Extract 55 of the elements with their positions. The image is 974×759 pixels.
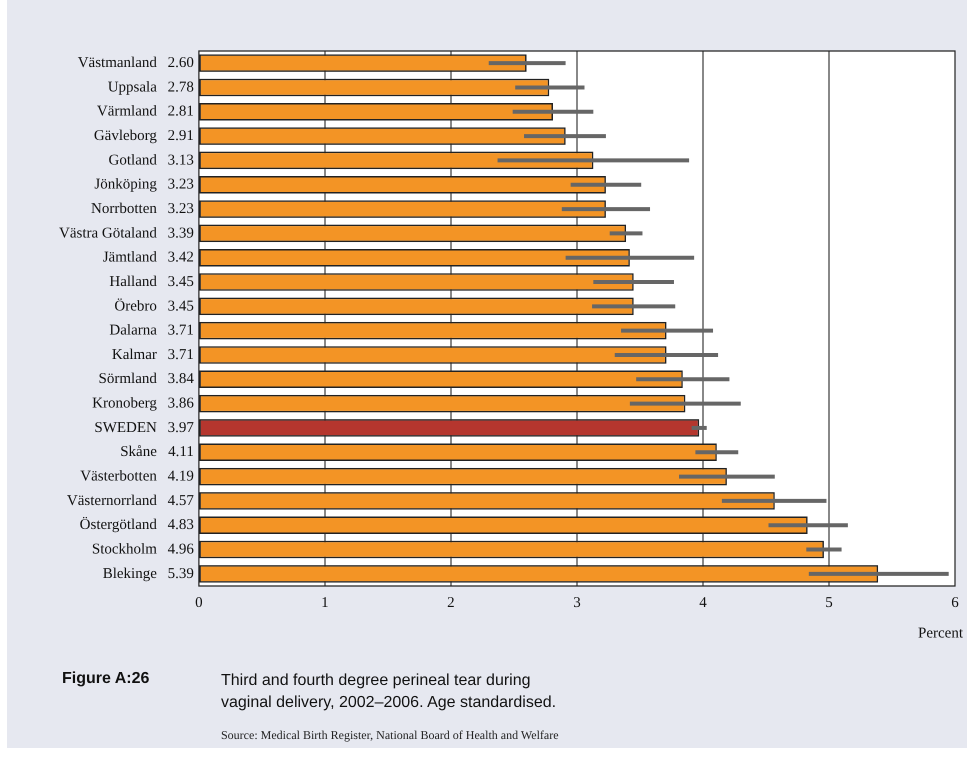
x-tick-label: 2 bbox=[447, 594, 455, 611]
x-tick-label: 0 bbox=[195, 594, 203, 611]
y-tick-label: SWEDEN bbox=[94, 420, 158, 436]
data-label: 4.57 bbox=[168, 492, 194, 509]
data-label: 4.96 bbox=[168, 541, 194, 558]
y-tick-label: Jönköping bbox=[94, 176, 158, 193]
x-tick-label: 1 bbox=[321, 594, 329, 611]
data-label: 4.19 bbox=[168, 468, 194, 485]
y-tick-label: Uppsala bbox=[108, 79, 158, 96]
y-tick-label: Värmland bbox=[96, 104, 158, 120]
data-label: 2.60 bbox=[168, 55, 194, 72]
y-tick-label: Västra Götaland bbox=[58, 225, 158, 242]
y-tick-label: Blekinge bbox=[102, 566, 158, 582]
y-tick-label: Skåne bbox=[120, 444, 158, 460]
data-label: 3.71 bbox=[168, 322, 194, 339]
x-tick-label: 6 bbox=[951, 594, 960, 611]
x-tick-label: 3 bbox=[573, 594, 581, 611]
data-label: 5.39 bbox=[168, 566, 194, 582]
y-tick-label: Örebro bbox=[114, 297, 157, 314]
y-tick-label: Västerbotten bbox=[80, 468, 158, 485]
y-tick-label: Dalarna bbox=[109, 322, 158, 339]
data-label: 2.78 bbox=[168, 79, 194, 96]
data-label: 3.45 bbox=[168, 298, 194, 314]
y-tick-label: Kalmar bbox=[112, 346, 157, 363]
data-label: 3.71 bbox=[168, 346, 194, 363]
y-tick-label: Norrbotten bbox=[91, 201, 158, 218]
data-label: 3.39 bbox=[168, 225, 194, 242]
y-tick-label: Gotland bbox=[108, 152, 158, 168]
y-tick-label: Sörmland bbox=[98, 371, 158, 388]
text: Third and fourth degree perineal tear during vaginal delivery, 2002–2006. Age standardised. bbox=[221, 671, 558, 713]
data-label: 3.97 bbox=[168, 420, 194, 436]
data-label: 3.13 bbox=[168, 152, 194, 168]
y-tick-label: Gävleborg bbox=[94, 128, 158, 144]
y-tick-label: Kronoberg bbox=[92, 396, 158, 412]
data-label: 3.42 bbox=[168, 250, 194, 266]
text: Figure A:26 bbox=[62, 670, 150, 688]
data-label: 3.23 bbox=[168, 201, 194, 218]
data-label: 3.84 bbox=[168, 371, 194, 388]
y-tick-label: Västernorrland bbox=[66, 492, 158, 509]
data-label: 3.45 bbox=[168, 274, 194, 290]
data-label: 2.91 bbox=[168, 128, 194, 144]
x-tick-label: 4 bbox=[699, 594, 708, 611]
data-label: 4.83 bbox=[168, 517, 194, 534]
data-label: 3.23 bbox=[168, 176, 194, 193]
y-tick-label: Östergötland bbox=[80, 516, 158, 534]
x-tick-label: 5 bbox=[825, 594, 833, 611]
y-tick-label: Västmanland bbox=[78, 55, 158, 72]
y-tick-label: Jämtland bbox=[102, 250, 158, 266]
y-tick-label: Stockholm bbox=[92, 541, 158, 558]
data-label: 4.11 bbox=[168, 444, 194, 460]
data-label: 2.81 bbox=[168, 104, 194, 120]
y-tick-label: Halland bbox=[109, 274, 158, 290]
data-label: 3.86 bbox=[168, 396, 194, 412]
source-note: Source: Medical Birth Register, National Board of Health and Welfare bbox=[221, 728, 559, 743]
x-axis-title: Percent bbox=[918, 625, 964, 642]
